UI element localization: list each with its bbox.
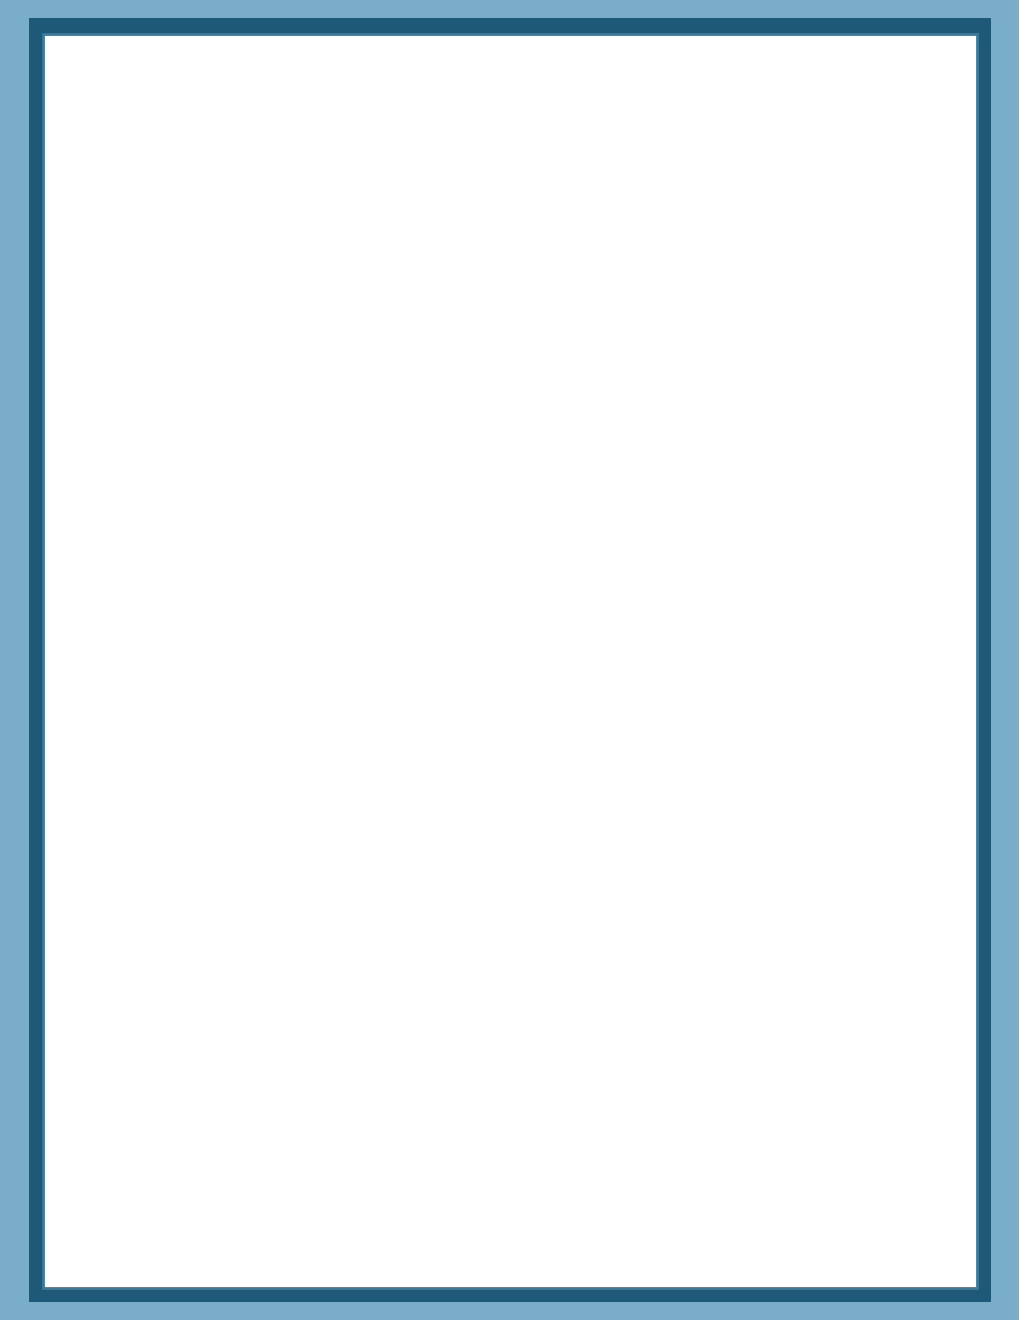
Text: Nd-150: Nd-150 <box>101 523 154 537</box>
Text: body-centered cubic crystal structure. The alpha allotrope converts to beta modi: body-centered cubic crystal structure. T… <box>70 685 835 698</box>
Text: Nd-146: Nd-146 <box>101 418 154 433</box>
Text: Oxide: Oxide <box>793 210 836 226</box>
Text: isoflex.com: isoflex.com <box>660 1237 732 1250</box>
Text: ≥94.00%: ≥94.00% <box>635 367 703 381</box>
Text: Neodymium was discovered in 1885 by Carl F. Auer von Welsbach. Its name derives : Neodymium was discovered in 1885 by Carl… <box>166 597 849 610</box>
Text: corrodes slowly in dry atmosphere at ambient temperatures; however, in moist air: corrodes slowly in dry atmosphere at amb… <box>70 701 849 715</box>
Text: water and is soluble in dilute acids. It has a high electrical resistivity and i: water and is soluble in dilute acids. It… <box>166 652 864 665</box>
Text: 12.18%: 12.18% <box>483 263 538 277</box>
Text: cut and machined. It exists in two allotropic forms: an: cut and machined. It exists in two allot… <box>166 668 540 682</box>
Text: Stable isotopes of neodymium available from ISOFLEX: Stable isotopes of neodymium available f… <box>72 75 691 94</box>
Text: oxygen, sulfur, hydrogen, nitrogen and other elements. Small quantities of neody: oxygen, sulfur, hydrogen, nitrogen and o… <box>70 866 861 879</box>
Text: 147.916889: 147.916889 <box>325 470 414 486</box>
Text: ≥79.00%: ≥79.00% <box>635 263 703 277</box>
Text: 23.80%: 23.80% <box>483 314 538 330</box>
Text: 60: 60 <box>206 470 224 486</box>
Text: Nd-142: Nd-142 <box>101 210 154 226</box>
Text: 141.907719: 141.907719 <box>325 210 414 226</box>
Text: 143.910083: 143.910083 <box>325 314 414 330</box>
Text: Neodymium is a silvery-white, soft, malleable metal that tarnishes easily. It li: Neodymium is a silvery-white, soft, mall… <box>166 635 852 649</box>
Text: 83: 83 <box>268 263 286 277</box>
Text: Nd-145: Nd-145 <box>101 367 154 381</box>
Text: Oxide: Oxide <box>793 523 836 537</box>
Text: , meaning “new twin.”: , meaning “new twin.” <box>276 612 428 627</box>
Text: 145.913113: 145.913113 <box>326 418 414 433</box>
Text: Oxide: Oxide <box>793 314 836 330</box>
Text: Nd: Nd <box>74 609 148 653</box>
Text: 27.13%: 27.13% <box>483 210 538 226</box>
Text: >98.50%: >98.50% <box>635 314 703 330</box>
Text: 5.64%: 5.64% <box>487 523 534 537</box>
Text: 149.920887: 149.920887 <box>325 523 414 537</box>
Text: ≥98.80%: ≥98.80% <box>635 418 703 433</box>
Text: 60: 60 <box>206 418 224 433</box>
Text: 60: 60 <box>206 367 224 381</box>
Text: agent for glass and porcelain, imparting a red color.: agent for glass and porcelain, imparting… <box>70 882 426 896</box>
Text: >97.50%: >97.50% <box>635 210 703 226</box>
Text: that has: that has <box>650 668 711 682</box>
Text: 142.909810: 142.909810 <box>325 263 414 277</box>
Text: 60: 60 <box>206 523 224 537</box>
Text: Oxide: Oxide <box>793 263 836 277</box>
Text: Chemical Form: Chemical Form <box>754 158 875 173</box>
Text: alpha hexagonal form: alpha hexagonal form <box>457 668 606 682</box>
Text: ≥97.40%: ≥97.40% <box>635 470 703 486</box>
Text: Isotopes for Science, Medicine and Industry: Isotopes for Science, Medicine and Indus… <box>73 1270 290 1280</box>
Text: Oxide: Oxide <box>793 367 836 381</box>
Text: forming a hydrated oxide. Neodymium combines with many nonmetallic elements — in: forming a hydrated oxide. Neodymium comb… <box>70 718 860 731</box>
Text: 84: 84 <box>268 314 286 330</box>
Text: Atomic Mass: Atomic Mass <box>317 158 422 173</box>
Bar <box>70 140 951 556</box>
Text: 1-415-440-4433  |  USA & Canada Toll Free 1-888-399-4433  |  Fax 1-415-563-4433: 1-415-440-4433 | USA & Canada Toll Free … <box>315 1220 832 1233</box>
Text: important but limited applications in metallurgy. It is added to cast iron, magn: important but limited applications in me… <box>70 833 833 846</box>
Text: Nd-148: Nd-148 <box>101 470 154 486</box>
Text: 85: 85 <box>268 367 286 381</box>
Text: 60: 60 <box>206 210 224 226</box>
Text: 144.912569: 144.912569 <box>325 367 414 381</box>
Text: Enrichment Level: Enrichment Level <box>597 158 741 173</box>
Text: 90: 90 <box>268 523 286 537</box>
Text: neos didymos: neos didymos <box>202 612 297 627</box>
Text: 17.19%: 17.19% <box>483 418 538 433</box>
Text: N(n): N(n) <box>259 158 296 173</box>
Text: in dilute mineral acids, but concentrated sulfuric acid has little action on it.: in dilute mineral acids, but concentrate… <box>70 751 833 764</box>
Text: The pure metal has very little commercial application; however, neodymium in the: The pure metal has very little commercia… <box>70 816 851 830</box>
Text: 8.30%: 8.30% <box>487 367 534 381</box>
Text: phrase: phrase <box>166 612 217 627</box>
Text: Nd-143: Nd-143 <box>101 263 154 277</box>
Text: Oxide: Oxide <box>793 418 836 433</box>
Text: 82: 82 <box>268 210 286 226</box>
Text: titanium alloys, imparting high-temperature strength and creep resistance to the: titanium alloys, imparting high-temperat… <box>70 849 853 863</box>
Text: ISOFLEX: ISOFLEX <box>76 1251 201 1278</box>
Text: 60: 60 <box>132 591 147 605</box>
Text: , and a: , and a <box>560 668 612 682</box>
Text: 60: 60 <box>206 314 224 330</box>
Text: 5.76%: 5.76% <box>487 470 534 486</box>
Text: beta form: beta form <box>603 668 671 682</box>
Text: 60: 60 <box>206 263 224 277</box>
Text: 86: 86 <box>268 418 286 433</box>
Text: 88: 88 <box>268 470 286 486</box>
Text: Isotope: Isotope <box>97 158 158 173</box>
Text: ≥97.60%: ≥97.60% <box>635 523 703 537</box>
Text: reducing agent. It reduces several metal oxides — such as magnesia, alumina, sil: reducing agent. It reduces several metal… <box>70 767 837 781</box>
Text: Nd-144: Nd-144 <box>101 314 154 330</box>
Text: carbon, phosphorus and sulfur — at elevated temperatures, forming their binary c: carbon, phosphorus and sulfur — at eleva… <box>70 734 851 748</box>
Text: PO Box 29475  |  San Francisco, CA 94129  USA  |: PO Box 29475 | San Francisco, CA 94129 U… <box>315 1237 632 1250</box>
Text: Z(p): Z(p) <box>199 158 232 173</box>
Text: temperatures, converting these oxides to their metals.: temperatures, converting these oxides to… <box>70 784 445 797</box>
Text: Oxide: Oxide <box>793 470 836 486</box>
Text: Natural Abundance: Natural Abundance <box>431 158 590 173</box>
Bar <box>70 586 152 688</box>
